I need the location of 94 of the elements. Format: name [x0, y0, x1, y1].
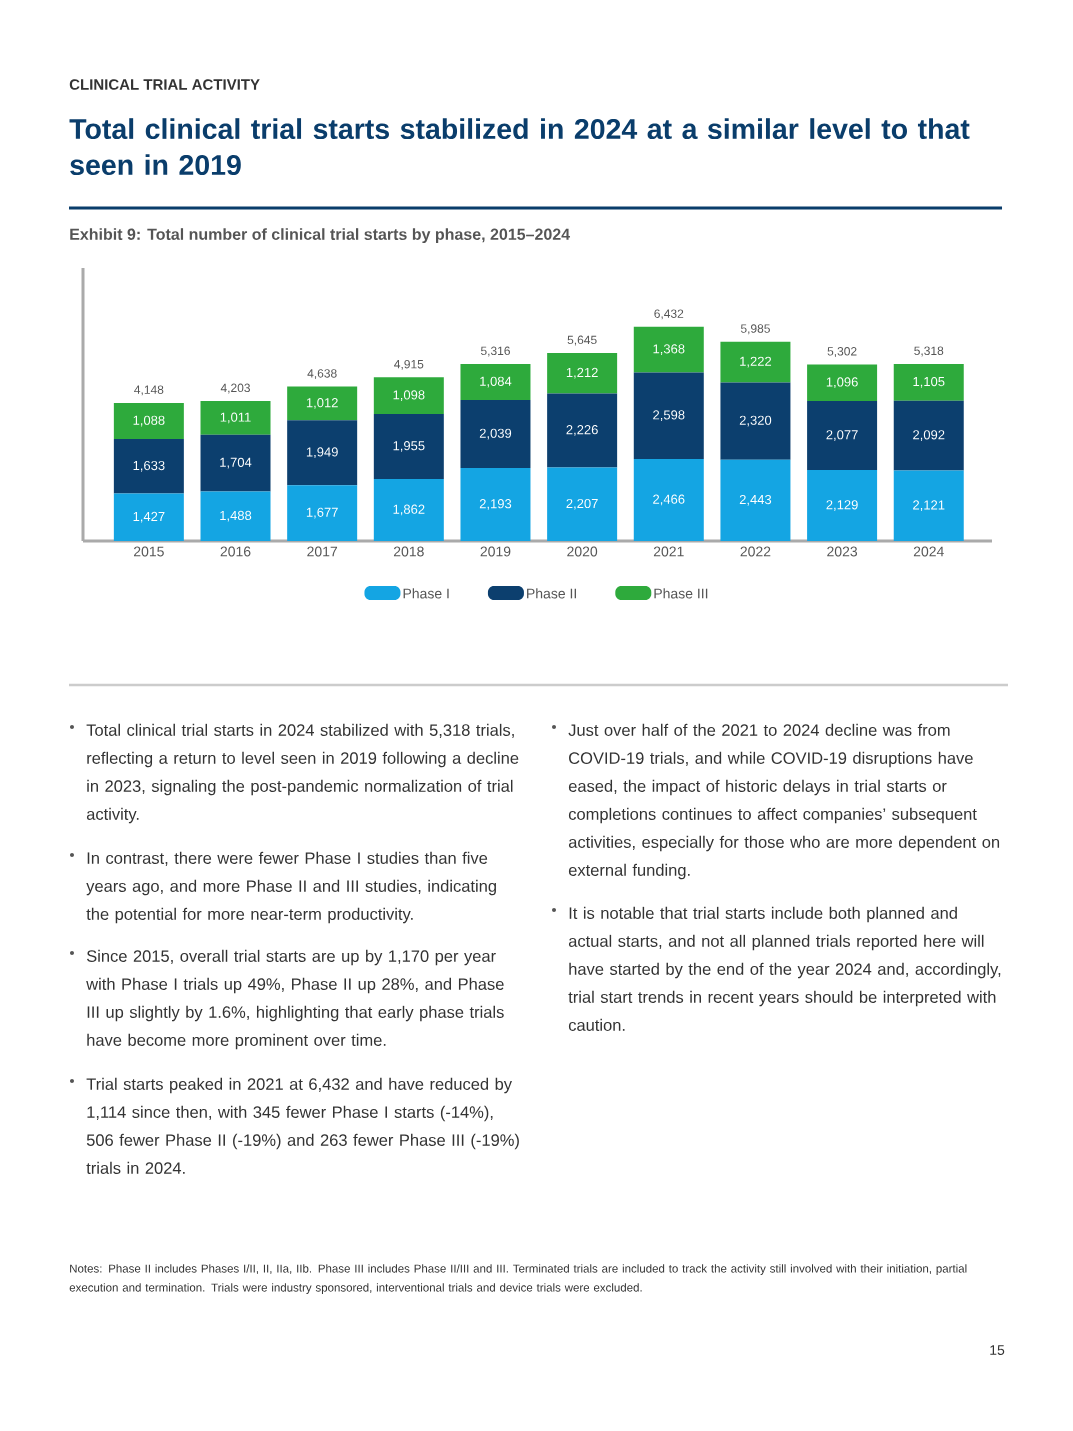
bar: [633, 458, 704, 541]
bar: [113, 439, 184, 494]
legend-label: Phase II: [527, 588, 576, 599]
text: 15: [990, 1345, 1005, 1355]
data-label: 1,949: [306, 447, 338, 459]
text: CLINICAL TRIAL ACTIVITY: [69, 79, 260, 90]
data-label: 1,488: [220, 510, 252, 522]
text: It is notable that trial starts include both planned and actual starts, and not all planned trials reported here will have started by the end of the year 2024 and, accordingly, trial start trends in recent years should be interpreted with caution.: [568, 906, 1001, 1031]
bar: [547, 467, 618, 541]
data-label: 2,077: [826, 430, 858, 441]
bar: [287, 420, 358, 486]
data-label: 1,098: [393, 390, 425, 402]
text: Since 2015, overall trial starts are up by 1,170 per year with Phase I trials up 49%, Phase II up 28%, and Phase III up slightly by 1.6%, highlighting that early phase trials have become more prominent over time.: [86, 949, 504, 1050]
data-label: 2,039: [479, 428, 512, 440]
bar: [200, 434, 271, 492]
data-label: 1,368: [653, 344, 685, 355]
bar: [547, 393, 618, 468]
data-label: 1,704: [220, 457, 252, 469]
bar: [547, 353, 618, 394]
bar: [460, 400, 531, 468]
bar: [113, 493, 184, 541]
data-label: 2,598: [653, 410, 685, 422]
bar: [893, 363, 964, 401]
x-tick-label: 2017: [307, 546, 338, 557]
data-label: 2,226: [566, 425, 598, 436]
bar: [893, 470, 964, 541]
bar: [807, 470, 878, 541]
bar: [200, 491, 271, 541]
x-tick-label: 2024: [913, 546, 944, 557]
text: In contrast, there were fewer Phase I studies than five years ago, and more Phase II and III studies, indicating the potential for more near-term productivity.: [86, 851, 496, 924]
x-tick-label: 2021: [653, 546, 684, 557]
data-label: 1,084: [480, 376, 512, 388]
data-label: 1,105: [913, 376, 945, 388]
legend-label: Phase I: [403, 588, 449, 599]
x-tick-label: 2015: [133, 546, 164, 557]
data-label: 1,212: [566, 367, 598, 379]
text: Notes: Phase II includes Phases I/II, II, IIa, IIb. Phase III includes Phase II/III and III. Terminated trials are included to track the activity still involved with their initiation, partial execution and termination. Trials were industry sponsored, interventional trials and device trials were excluded.: [69, 1264, 967, 1294]
text: Trial starts peaked in 2021 at 6,432 and have reduced by 1,114 since then, with 345 fewer Phase I starts (-14%), 506 fewer Phase II (-19%) and 263 fewer Phase III (-19%) trials in 2024.: [86, 1077, 519, 1174]
data-label: 1,011: [220, 412, 251, 424]
total-label: 4,203: [220, 383, 250, 394]
bar: [287, 386, 358, 421]
chart-subtitle: Exhibit 9: Total number of clinical trial starts by phase, 2015–2024: [70, 228, 571, 244]
x-tick-label: 2019: [480, 546, 511, 557]
data-label: 1,088: [133, 415, 165, 427]
bar: [287, 485, 358, 541]
bar: [893, 400, 964, 471]
legend-label: Phase III: [654, 588, 708, 599]
data-label: 2,092: [913, 430, 945, 441]
data-label: 2,207: [566, 498, 598, 510]
total-label: 5,645: [567, 335, 597, 346]
bar: [633, 326, 704, 373]
data-label: 1,096: [826, 377, 858, 389]
data-label: 1,222: [740, 356, 772, 368]
bar: [633, 372, 704, 459]
bar: [807, 364, 878, 401]
data-label: 1,955: [393, 441, 425, 452]
bar: [720, 341, 791, 383]
x-tick-label: 2016: [220, 546, 251, 557]
data-label: 2,320: [739, 415, 772, 427]
bar: [720, 459, 791, 541]
x-tick-label: 2020: [567, 546, 598, 557]
data-label: 1,427: [133, 511, 165, 523]
data-label: 1,677: [306, 507, 338, 519]
data-label: 1,633: [133, 460, 165, 472]
data-label: 2,129: [826, 500, 858, 511]
total-label: 5,316: [480, 346, 510, 357]
x-tick-label: 2022: [740, 546, 771, 557]
total-label: 5,318: [914, 346, 944, 357]
total-label: 4,638: [307, 369, 337, 380]
total-label: 6,432: [654, 309, 684, 320]
bar: [373, 479, 444, 541]
bar: [720, 382, 791, 460]
total-label: 5,302: [827, 347, 857, 357]
total-label: 4,148: [134, 385, 164, 396]
text: Total clinical trial starts in 2024 stabilized with 5,318 trials, reflecting a return to level seen in 2019 following a decline in 2023, signaling the post-pandemic normalization of trial activity.: [86, 723, 519, 824]
total-label: 5,985: [740, 324, 770, 335]
data-label: 2,121: [913, 500, 945, 512]
bar: [113, 402, 184, 440]
chart-title: Total clinical trial starts stabilized in 2024 at a similar level to that seen in 2019: [69, 118, 970, 176]
bar: [460, 364, 531, 401]
bar: [373, 413, 444, 479]
bar: [373, 377, 444, 414]
data-label: 2,193: [479, 499, 512, 510]
data-label: 1,012: [306, 398, 338, 409]
total-label: 4,915: [394, 359, 424, 370]
x-tick-label: 2018: [393, 546, 424, 557]
data-label: 1,862: [393, 504, 425, 516]
data-label: 2,466: [653, 494, 685, 506]
bar: [460, 467, 531, 541]
data-label: 2,443: [739, 494, 772, 506]
text: Just over half of the 2021 to 2024 decline was from COVID-19 trials, and while COVID-19 disruptions have eased, the impact of historic delays in trial starts or completions continues to affect companies’ subsequent activities, especially for those who are more dependent on external funding.: [568, 723, 1000, 880]
bar: [200, 401, 271, 435]
x-tick-label: 2023: [827, 546, 858, 557]
bar: [807, 400, 878, 471]
